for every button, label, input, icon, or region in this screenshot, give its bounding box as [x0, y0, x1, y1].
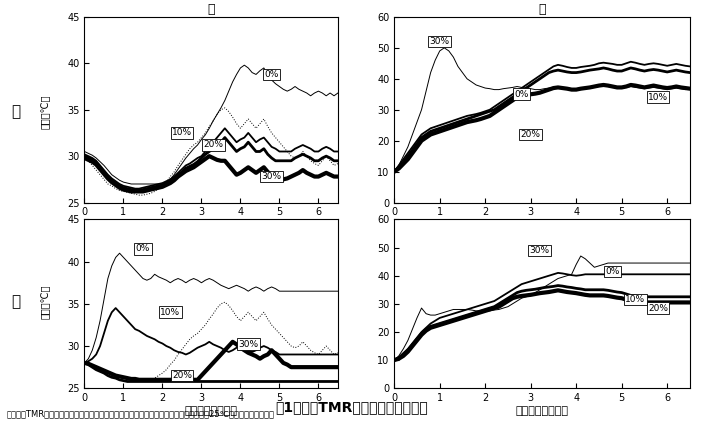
- Text: 30%: 30%: [429, 37, 450, 46]
- Title: 冬: 冬: [539, 3, 546, 16]
- Text: 20%: 20%: [203, 141, 223, 149]
- Text: 10%: 10%: [161, 308, 180, 317]
- Text: 温度（℃）: 温度（℃）: [41, 95, 51, 129]
- Text: 30%: 30%: [529, 246, 550, 255]
- Text: 米: 米: [11, 104, 20, 119]
- Text: 注：発酵TMRは表２に同じ、夏季は室温条件下で測定し、点線は外気温を示す。冬季は25℃恒温条件下で測定。: 注：発酵TMRは表２に同じ、夏季は室温条件下で測定し、点線は外気温を示す。冬季は…: [7, 410, 275, 419]
- X-axis label: 開封後日数（日）: 開封後日数（日）: [515, 406, 569, 416]
- Text: 0%: 0%: [265, 70, 279, 79]
- Text: 10%: 10%: [648, 93, 668, 102]
- Text: 0%: 0%: [136, 244, 150, 254]
- Text: 20%: 20%: [172, 371, 192, 380]
- Text: 温度（℃）: 温度（℃）: [41, 284, 51, 319]
- Text: 10%: 10%: [625, 295, 646, 304]
- Text: 0%: 0%: [605, 267, 620, 276]
- Text: 麦: 麦: [11, 294, 20, 309]
- Text: 20%: 20%: [648, 303, 668, 313]
- X-axis label: 開封後日数（日）: 開封後日数（日）: [184, 406, 238, 416]
- Text: 図1．発酵TMRの開封後の温度変化: 図1．発酵TMRの開封後の温度変化: [276, 400, 428, 414]
- Title: 夏: 夏: [208, 3, 215, 16]
- Text: 10%: 10%: [172, 128, 192, 138]
- Text: 20%: 20%: [521, 130, 541, 139]
- Text: 30%: 30%: [238, 340, 258, 349]
- Text: 0%: 0%: [515, 90, 529, 99]
- Text: 30%: 30%: [262, 172, 282, 181]
